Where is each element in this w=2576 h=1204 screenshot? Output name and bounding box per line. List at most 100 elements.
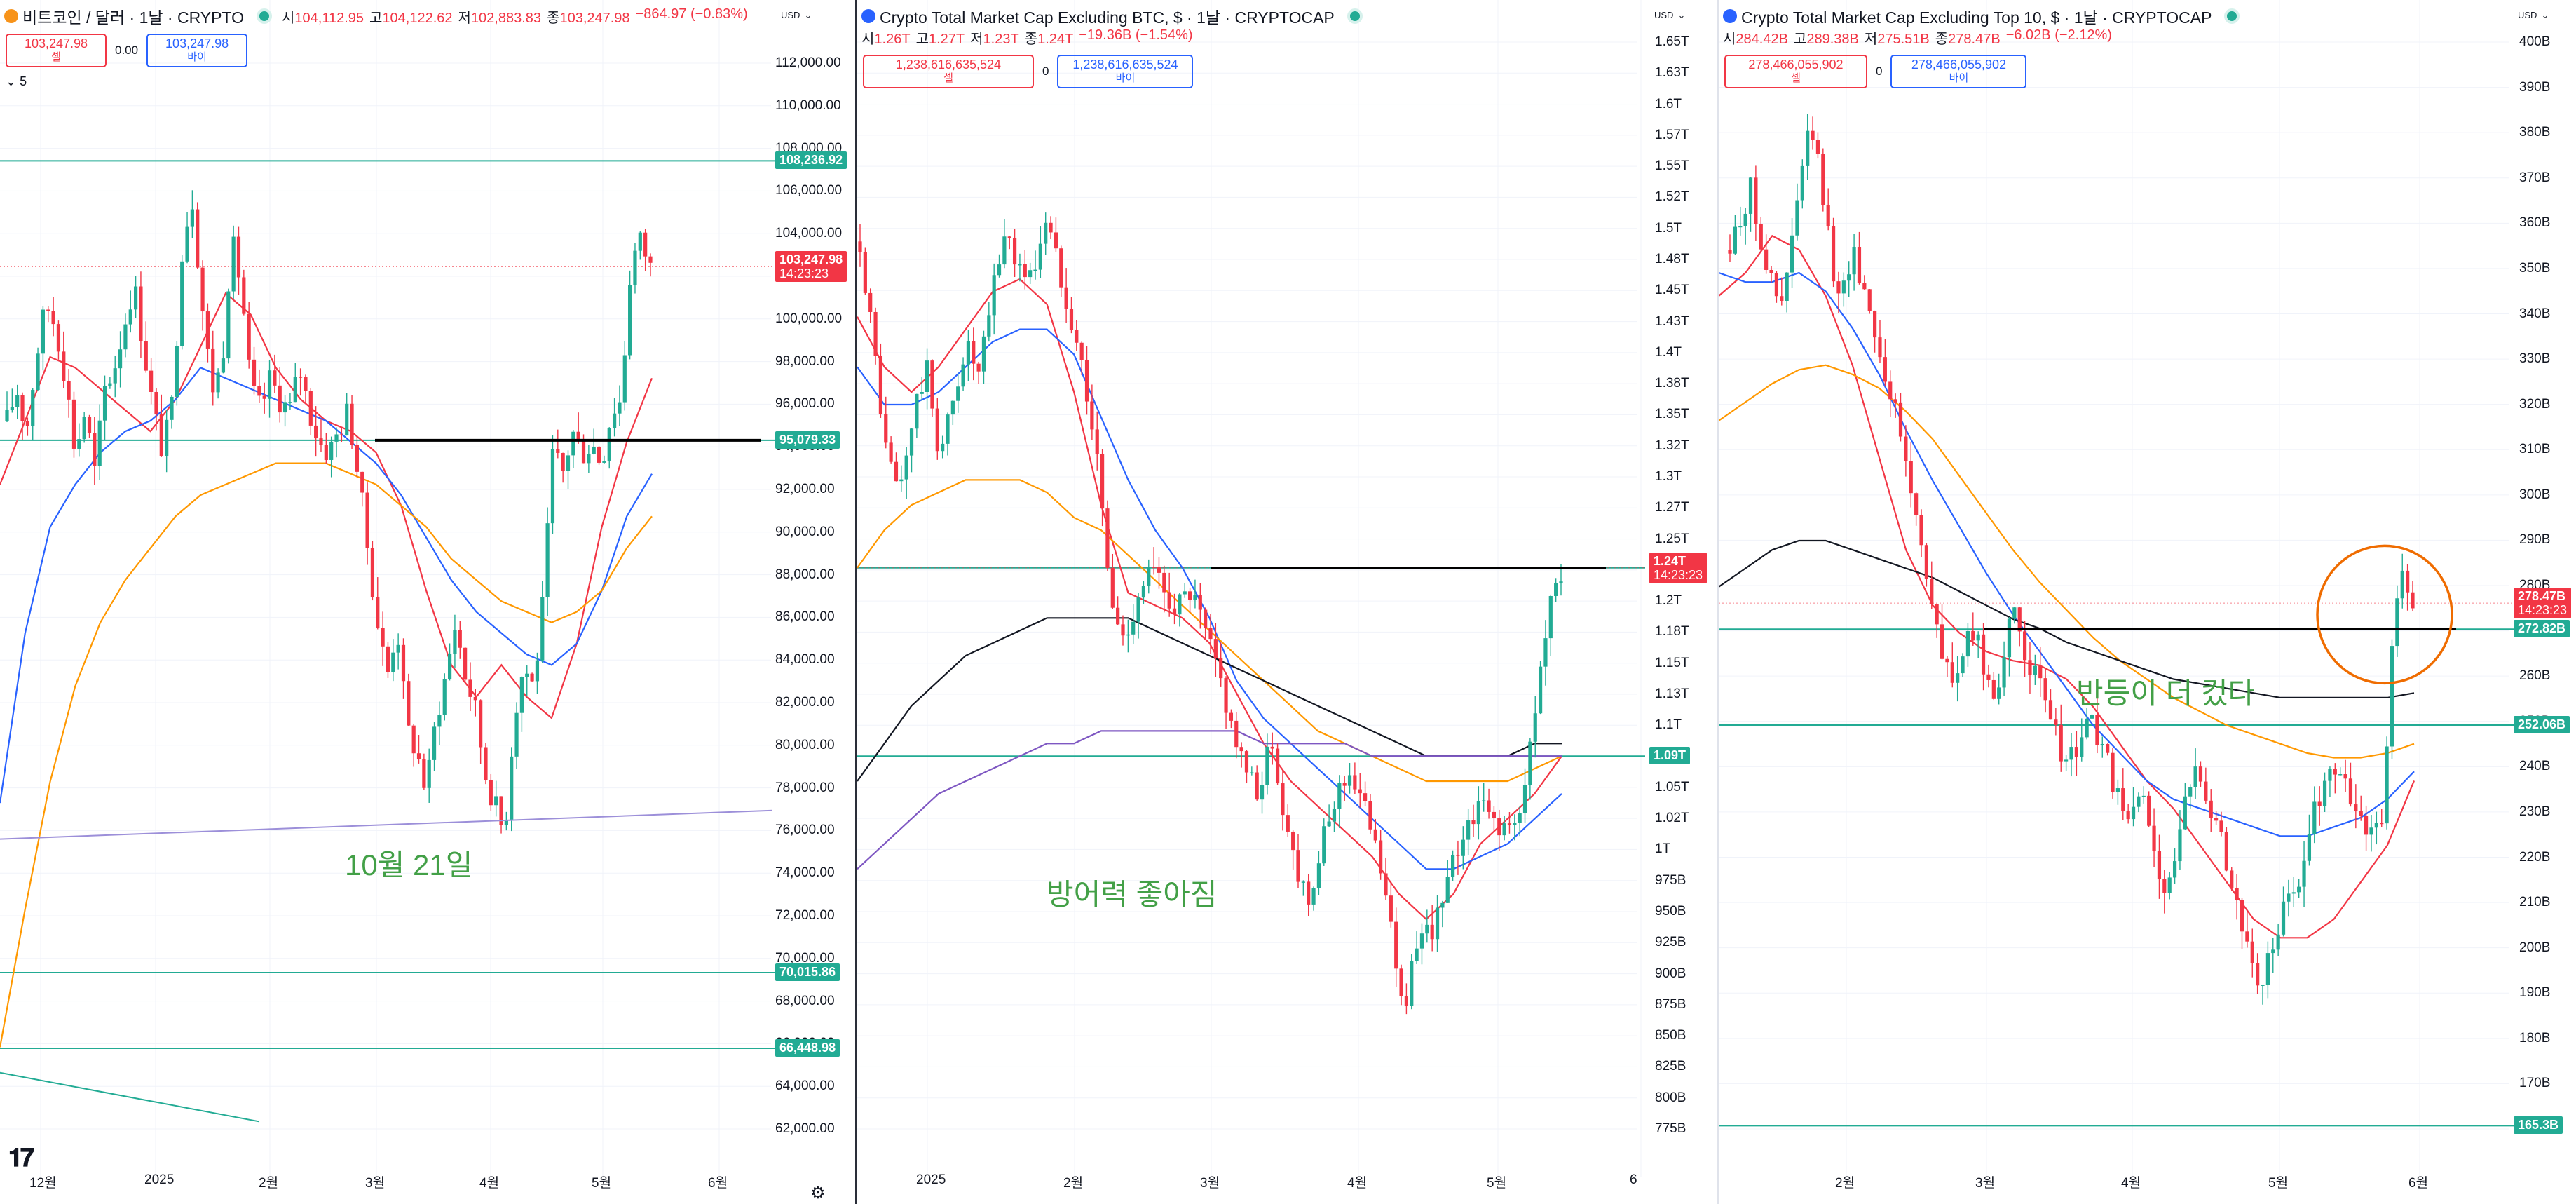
candle[interactable]	[1064, 268, 1068, 323]
candle[interactable]	[884, 396, 888, 449]
currency-selector[interactable]: USD ⌄	[781, 7, 812, 22]
candle[interactable]	[2250, 928, 2254, 978]
candle[interactable]	[1415, 931, 1419, 964]
candle[interactable]	[2162, 870, 2167, 914]
candle[interactable]	[1867, 289, 1872, 314]
candle[interactable]	[1940, 604, 1944, 660]
candle[interactable]	[1270, 732, 1274, 765]
candle[interactable]	[1743, 208, 1747, 245]
candle[interactable]	[510, 747, 514, 832]
candle[interactable]	[2198, 761, 2203, 787]
candle[interactable]	[868, 288, 873, 323]
candle[interactable]	[981, 330, 986, 384]
price-level-tag[interactable]: 66,448.98	[775, 1039, 840, 1057]
candle[interactable]	[904, 447, 908, 499]
currency-selector[interactable]: USD ⌄	[1654, 7, 1685, 22]
candle[interactable]	[2348, 762, 2353, 807]
candle[interactable]	[1394, 907, 1398, 987]
candle[interactable]	[633, 243, 637, 294]
tradingview-logo-icon[interactable]: 𝟏𝟕	[8, 1143, 34, 1172]
candle[interactable]	[128, 290, 132, 333]
candle[interactable]	[2209, 789, 2213, 832]
candle[interactable]	[396, 633, 400, 670]
candle[interactable]	[293, 363, 297, 403]
candle[interactable]	[2297, 879, 2301, 898]
candle[interactable]	[1126, 619, 1130, 653]
candle[interactable]	[863, 247, 867, 295]
candle[interactable]	[278, 367, 282, 423]
symbol-title[interactable]: 비트코인 / 달러 · 1날 · CRYPTO	[22, 8, 244, 27]
candle[interactable]	[1909, 442, 1913, 508]
candle[interactable]	[972, 327, 976, 381]
candle[interactable]	[1116, 596, 1120, 625]
candle[interactable]	[1836, 271, 1841, 313]
candle[interactable]	[2214, 811, 2219, 825]
candle[interactable]	[1152, 547, 1156, 575]
candle[interactable]	[1353, 762, 1357, 794]
candle[interactable]	[2048, 689, 2053, 720]
candle[interactable]	[1976, 631, 1980, 658]
candle[interactable]	[1522, 768, 1527, 823]
candle[interactable]	[2245, 911, 2249, 948]
price-level-tag[interactable]: 165.3B	[2514, 1116, 2563, 1135]
candle[interactable]	[1507, 812, 1512, 834]
candle[interactable]	[1002, 219, 1007, 269]
candle[interactable]	[149, 358, 154, 405]
candle[interactable]	[1012, 229, 1017, 278]
candle[interactable]	[525, 665, 529, 697]
candle[interactable]	[67, 369, 71, 418]
candle[interactable]	[1471, 804, 1476, 837]
candle[interactable]	[1476, 786, 1480, 840]
symbol-title[interactable]: Crypto Total Market Cap Excluding Top 10…	[1741, 8, 2212, 27]
candle[interactable]	[1038, 226, 1042, 278]
candle[interactable]	[2364, 805, 2369, 851]
candle[interactable]	[247, 302, 251, 369]
candle[interactable]	[236, 226, 241, 295]
candle[interactable]	[411, 724, 416, 767]
chart-annotation[interactable]: 방어력 좋아짐	[1047, 878, 1218, 911]
candle[interactable]	[1332, 801, 1337, 832]
candle[interactable]	[2281, 886, 2286, 937]
candle[interactable]	[2343, 759, 2347, 792]
candle[interactable]	[1497, 809, 1501, 851]
candle[interactable]	[1213, 623, 1218, 677]
trend-line-drawing[interactable]	[0, 1071, 260, 1123]
candle[interactable]	[1528, 738, 1532, 800]
candle[interactable]	[242, 269, 246, 316]
moving-average-line[interactable]	[1719, 539, 2415, 699]
candle[interactable]	[216, 368, 220, 399]
candle[interactable]	[370, 541, 375, 601]
candle[interactable]	[2235, 874, 2239, 920]
candle[interactable]	[1337, 775, 1342, 828]
candle[interactable]	[2317, 786, 2322, 826]
candle[interactable]	[329, 436, 334, 478]
candle[interactable]	[314, 406, 318, 457]
candle[interactable]	[1440, 900, 1445, 928]
candle[interactable]	[2338, 767, 2343, 776]
pane-divider[interactable]	[1717, 0, 1719, 1204]
candle[interactable]	[894, 452, 899, 482]
candle[interactable]	[1774, 271, 1779, 303]
candle[interactable]	[1806, 114, 1810, 180]
candle[interactable]	[1172, 593, 1177, 625]
moving-average-line[interactable]	[857, 328, 1562, 870]
candle[interactable]	[1239, 742, 1243, 768]
candle[interactable]	[1785, 272, 1789, 313]
candle[interactable]	[2106, 743, 2110, 756]
candle[interactable]	[2038, 647, 2043, 697]
candle[interactable]	[1456, 840, 1460, 875]
candle[interactable]	[576, 412, 580, 444]
candle[interactable]	[1445, 860, 1450, 903]
candle[interactable]	[587, 445, 591, 473]
candle[interactable]	[2204, 767, 2208, 804]
candle[interactable]	[144, 321, 148, 373]
candle[interactable]	[1384, 857, 1388, 900]
candle[interactable]	[231, 225, 236, 299]
candle[interactable]	[612, 398, 617, 437]
candle[interactable]	[2219, 811, 2223, 837]
candle[interactable]	[2141, 786, 2146, 804]
candle[interactable]	[46, 306, 50, 323]
candle[interactable]	[556, 429, 560, 459]
candle[interactable]	[1069, 297, 1074, 334]
last-price-tag[interactable]: 278.47B 14:23:23	[2514, 588, 2572, 619]
